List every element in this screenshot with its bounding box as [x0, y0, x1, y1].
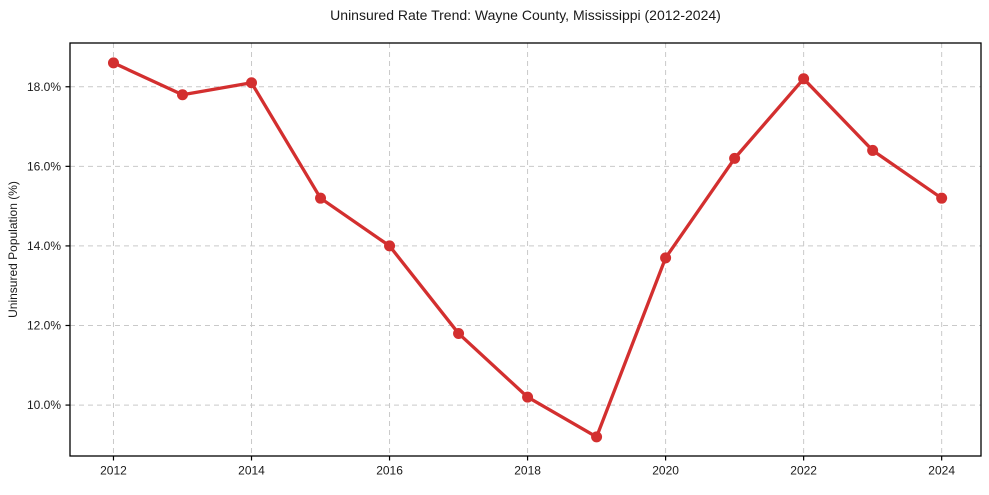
data-point — [107, 57, 119, 69]
y-tick-label: 14.0% — [27, 239, 61, 253]
data-series — [107, 57, 948, 443]
data-point — [798, 73, 810, 85]
x-tick-labels: 2012 2014 2016 2018 2020 2022 2024 — [100, 464, 955, 478]
y-tick-label: 10.0% — [27, 398, 61, 412]
data-point — [729, 152, 741, 164]
x-tick-label: 2012 — [100, 464, 127, 478]
data-point — [867, 144, 879, 156]
chart-title: Uninsured Rate Trend: Wayne County, Miss… — [330, 7, 721, 23]
y-axis-label: Uninsured Population (%) — [6, 181, 20, 318]
data-point — [246, 77, 258, 89]
plot-border — [69, 42, 982, 457]
y-tick-label: 18.0% — [27, 80, 61, 94]
data-point — [660, 252, 672, 264]
x-tick-label: 2014 — [238, 464, 265, 478]
grid-layer — [70, 43, 981, 456]
x-tick-label: 2016 — [376, 464, 403, 478]
y-tick-label: 12.0% — [27, 318, 61, 332]
data-point — [176, 89, 188, 101]
data-point — [591, 431, 603, 443]
y-tick-labels: 10.0% 12.0% 14.0% 16.0% 18.0% — [27, 80, 61, 412]
data-point — [453, 327, 465, 339]
x-tick-label: 2022 — [790, 464, 817, 478]
x-tick-label: 2018 — [514, 464, 541, 478]
data-point — [384, 240, 396, 252]
data-point — [315, 192, 327, 204]
data-point — [522, 391, 534, 403]
x-tick-label: 2020 — [652, 464, 679, 478]
data-point — [936, 192, 948, 204]
axis-ticks — [65, 86, 943, 461]
x-tick-label: 2024 — [928, 464, 955, 478]
y-tick-label: 16.0% — [27, 159, 61, 173]
